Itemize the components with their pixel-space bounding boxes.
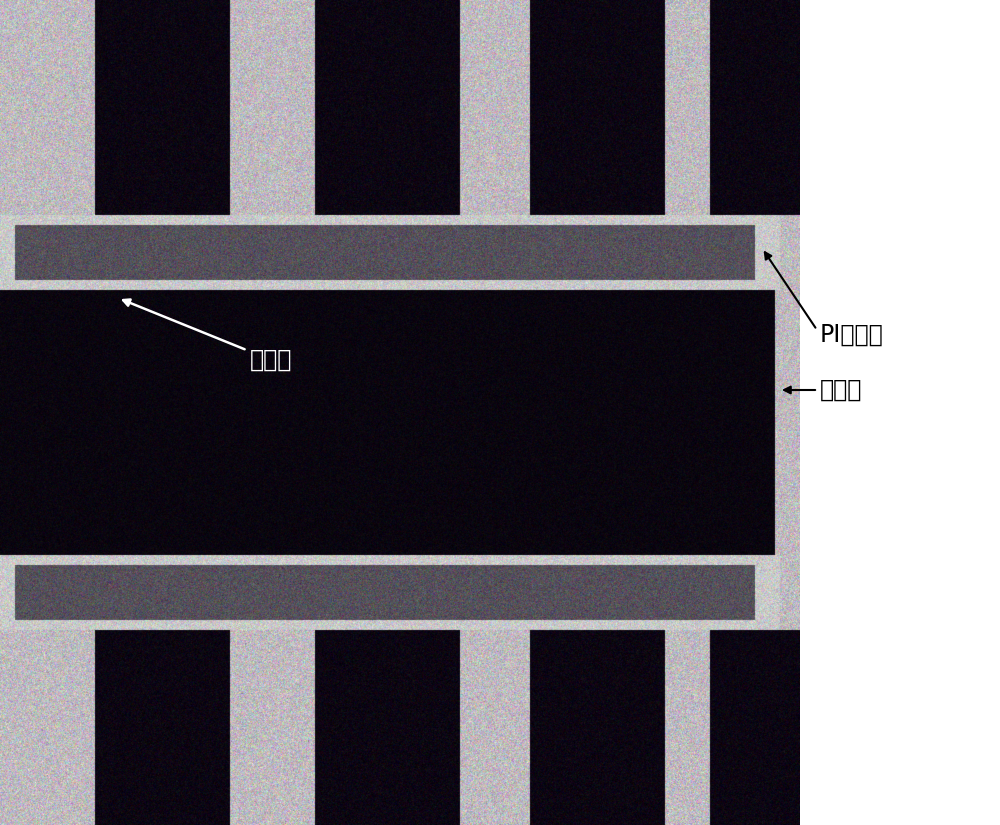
Text: PI覆盖的: PI覆盖的 — [820, 323, 884, 347]
Text: 金电极: 金电极 — [820, 378, 862, 402]
Text: 石墨烯: 石墨烯 — [123, 299, 292, 372]
